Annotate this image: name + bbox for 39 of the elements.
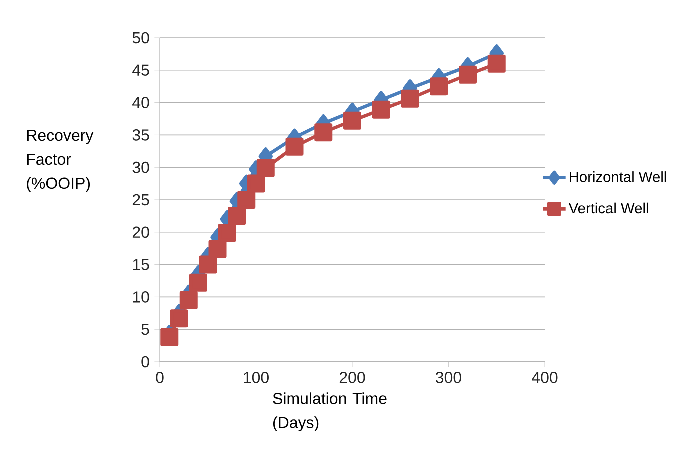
point	[238, 190, 256, 209]
point	[247, 174, 266, 193]
y-tick-label: 5	[142, 324, 150, 336]
point	[372, 100, 390, 119]
legend-label: Vertical Well	[568, 202, 648, 214]
point	[228, 207, 246, 226]
y-tick-label: 15	[133, 259, 150, 270]
legend-label: Horizontal Well	[570, 172, 666, 182]
point	[314, 124, 333, 142]
point	[401, 90, 420, 108]
y-tick-label: 20	[132, 226, 150, 238]
point	[190, 274, 208, 292]
y-axis-title: Recovery Factor (%OOIP)	[27, 130, 94, 192]
y-tick-label: 25	[132, 194, 150, 206]
y-tick-label: 0	[142, 356, 150, 368]
point	[218, 224, 236, 242]
point	[458, 66, 477, 84]
y-tick-label: 45	[132, 64, 150, 76]
y-tick-label: 35	[132, 130, 150, 141]
point	[488, 54, 506, 73]
x-tick-label: 200	[340, 372, 366, 384]
point	[343, 112, 362, 130]
point	[180, 291, 198, 310]
point	[286, 138, 304, 156]
point	[199, 256, 218, 274]
x-tick-label: 0	[156, 372, 164, 384]
x-tick-label: 100	[244, 372, 269, 384]
point	[160, 328, 179, 346]
point	[256, 159, 275, 178]
x-axis-title: Simulation Time (Days)	[273, 392, 387, 432]
point	[170, 310, 188, 328]
y-tick-label: 50	[132, 32, 150, 44]
y-tick-label: 10	[133, 292, 150, 303]
x-tick-label: 400	[532, 372, 558, 384]
y-tick-label: 30	[132, 162, 150, 174]
point	[430, 78, 448, 96]
y-tick-label: 40	[132, 97, 150, 108]
point	[208, 240, 227, 258]
x-tick-label: 300	[436, 372, 462, 384]
